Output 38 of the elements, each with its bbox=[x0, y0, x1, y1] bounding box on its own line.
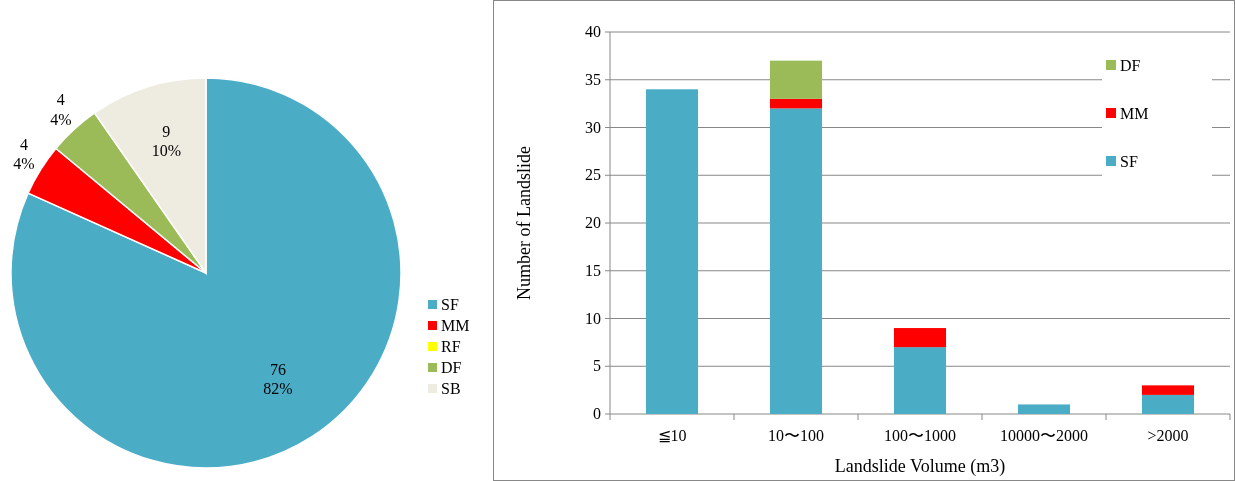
legend-label: SF bbox=[1120, 153, 1138, 170]
y-tick-label: 5 bbox=[593, 357, 601, 375]
x-tick-label: ≦10 bbox=[657, 427, 687, 444]
bar bbox=[645, 89, 699, 414]
data-label: 4 4% bbox=[50, 91, 72, 128]
x-tick-label: 100〜1000 bbox=[884, 427, 956, 444]
y-tick-label: 20 bbox=[585, 214, 601, 231]
legend-label: SB bbox=[441, 380, 461, 397]
bar bbox=[769, 98, 823, 109]
y-tick-label: 15 bbox=[585, 261, 601, 279]
bar bbox=[1017, 404, 1071, 414]
legend-label: MM bbox=[1120, 105, 1149, 122]
data-label: 76 82% bbox=[263, 360, 293, 397]
pie-slice bbox=[10, 77, 402, 469]
y-tick-label: 35 bbox=[585, 70, 601, 88]
y-tick-label: 30 bbox=[585, 118, 601, 136]
bar bbox=[893, 328, 947, 348]
x-tick-label: 10〜100 bbox=[768, 427, 824, 444]
y-tick-label: 40 bbox=[585, 23, 601, 40]
bar bbox=[1141, 394, 1195, 414]
bar bbox=[769, 60, 823, 99]
x-tick-label: 10000〜2000 bbox=[1000, 427, 1088, 444]
y-tick-label: 10 bbox=[585, 309, 601, 327]
y-tick-label: 0 bbox=[593, 405, 601, 422]
legend-label: DF bbox=[1120, 57, 1141, 74]
legend-label: MM bbox=[441, 317, 470, 334]
bar bbox=[893, 347, 947, 414]
legend-label: RF bbox=[441, 338, 461, 355]
data-label: 4 4% bbox=[13, 135, 35, 173]
legend-label: DF bbox=[441, 359, 462, 376]
y-axis-title: Number of Landslide bbox=[514, 146, 534, 300]
bar bbox=[1141, 385, 1195, 395]
legend-label: SF bbox=[441, 296, 459, 313]
y-tick-label: 25 bbox=[585, 166, 601, 184]
bar bbox=[769, 108, 823, 414]
x-axis-title: Landslide Volume (m3) bbox=[834, 456, 1006, 477]
x-tick-label: >2000 bbox=[1147, 427, 1189, 444]
data-label: 9 10% bbox=[151, 122, 181, 160]
